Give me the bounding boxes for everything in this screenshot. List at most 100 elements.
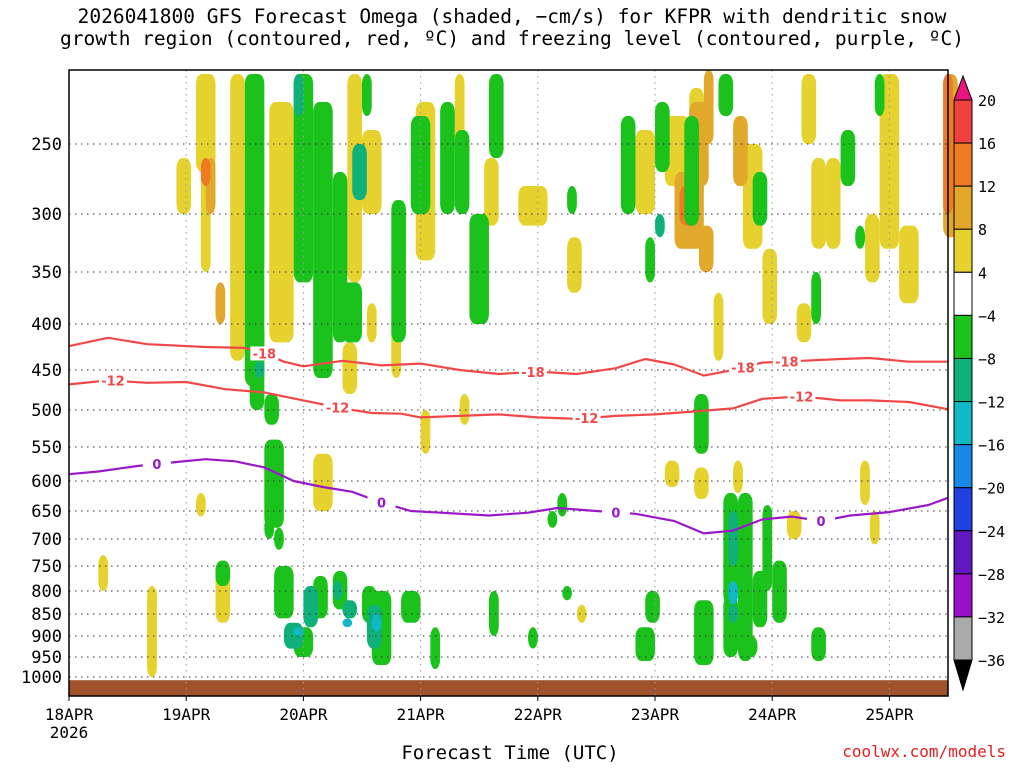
colorbar-bottom-arrow bbox=[953, 659, 973, 692]
omega-cell bbox=[811, 158, 826, 249]
contour-label: 0 bbox=[377, 497, 386, 512]
contour-label-bg bbox=[787, 389, 816, 404]
omega-cell bbox=[518, 186, 548, 226]
colorbar-box bbox=[953, 444, 973, 489]
contour-label: 0 bbox=[817, 515, 826, 530]
x-tick-label: 24APR bbox=[748, 705, 797, 724]
omega-cell bbox=[567, 186, 577, 214]
x-tick-label: 20APR bbox=[279, 705, 328, 724]
omega-shading-layer bbox=[98, 70, 958, 677]
omega-cell bbox=[718, 74, 734, 116]
omega-cell bbox=[313, 102, 333, 378]
colorbar-box bbox=[953, 530, 973, 575]
omega-cell bbox=[274, 527, 284, 550]
plot-frame bbox=[68, 69, 949, 697]
contour-label: -12 bbox=[101, 375, 125, 390]
colorbar-box bbox=[953, 99, 973, 144]
omega-cell bbox=[352, 144, 367, 200]
y-axis: 2503003504004505005506006507007508008509… bbox=[21, 135, 62, 688]
colorbar-box bbox=[953, 573, 973, 618]
omega-cell bbox=[869, 511, 880, 545]
colorbar-label: −4 bbox=[978, 307, 996, 325]
contour-label-bg bbox=[728, 360, 757, 375]
y-tick-label: 450 bbox=[31, 361, 62, 381]
omega-cell bbox=[684, 116, 699, 226]
omega-cell bbox=[391, 200, 406, 343]
omega-cell bbox=[762, 505, 773, 591]
omega-cell bbox=[620, 116, 636, 214]
omega-cell bbox=[293, 627, 304, 636]
omega-cell bbox=[855, 225, 865, 249]
omega-cell bbox=[98, 555, 109, 591]
omega-cell bbox=[576, 604, 587, 623]
omega-cell bbox=[645, 591, 660, 623]
contour-label: -12 bbox=[790, 390, 814, 405]
colorbar-box bbox=[953, 401, 973, 446]
omega-cell bbox=[362, 130, 382, 214]
omega-cell bbox=[801, 74, 817, 144]
y-tick-label: 900 bbox=[31, 627, 62, 647]
colorbar-label: −32 bbox=[978, 609, 1005, 627]
omega-cell bbox=[694, 467, 709, 499]
omega-cell bbox=[366, 303, 377, 343]
colorbar-label: −16 bbox=[978, 437, 1005, 455]
omega-cell bbox=[635, 627, 655, 661]
omega-cell bbox=[698, 225, 714, 272]
omega-cell bbox=[332, 581, 343, 601]
omega-cell bbox=[655, 102, 670, 172]
omega-cell bbox=[713, 292, 724, 361]
omega-cell bbox=[635, 130, 655, 214]
omega-cell bbox=[264, 439, 284, 528]
contour-label: 0 bbox=[611, 506, 620, 521]
omega-cell bbox=[860, 460, 870, 505]
omega-cell bbox=[796, 303, 812, 343]
contour-label-bg bbox=[772, 354, 801, 369]
omega-cell bbox=[342, 618, 353, 628]
omega-cell bbox=[811, 627, 826, 661]
omega-cell bbox=[645, 237, 655, 283]
x-tick-label: 19APR bbox=[162, 705, 211, 724]
contour-label: -18 bbox=[731, 362, 755, 377]
omega-cell bbox=[454, 130, 470, 214]
colorbar-label: 8 bbox=[978, 221, 987, 239]
x-axis-title: Forecast Time (UTC) bbox=[401, 742, 619, 764]
y-tick-label: 800 bbox=[31, 582, 62, 602]
omega-cell bbox=[567, 237, 582, 293]
x-year-label: 2026 bbox=[50, 723, 89, 742]
y-tick-label: 300 bbox=[31, 205, 62, 225]
contour-label-bg bbox=[142, 457, 171, 471]
omega-cell bbox=[825, 158, 841, 249]
omega-cell bbox=[362, 74, 372, 116]
omega-cell bbox=[410, 116, 431, 214]
omega-cell bbox=[528, 627, 538, 649]
colorbar-label: 16 bbox=[978, 135, 996, 153]
omega-cell bbox=[484, 158, 499, 226]
contour-line bbox=[68, 458, 949, 535]
omega-cell bbox=[694, 394, 709, 454]
omega-cell bbox=[342, 600, 358, 619]
y-tick-label: 700 bbox=[31, 530, 62, 550]
contour-lines: -18 -18 -18 -18 -12 -12 -12 -12 0 0 0 0 bbox=[68, 336, 949, 535]
omega-cell bbox=[215, 282, 226, 324]
y-tick-label: 250 bbox=[31, 135, 62, 155]
omega-cell bbox=[562, 586, 572, 601]
colorbar-label: 20 bbox=[978, 92, 996, 110]
contour-line bbox=[68, 336, 948, 377]
omega-cell bbox=[342, 342, 358, 394]
contour-label-bg bbox=[572, 411, 601, 426]
colorbar-box bbox=[953, 314, 973, 359]
x-tick-label: 18APR bbox=[45, 705, 94, 724]
omega-cell bbox=[864, 214, 880, 283]
omega-cell bbox=[176, 158, 192, 214]
omega-cell bbox=[547, 511, 558, 528]
gridlines bbox=[68, 70, 948, 696]
omega-cell bbox=[147, 586, 157, 677]
omega-cell bbox=[215, 560, 231, 586]
omega-cell bbox=[303, 586, 319, 628]
contour-label-bg bbox=[807, 514, 836, 529]
colorbar-label: −24 bbox=[978, 523, 1005, 541]
omega-cell bbox=[200, 158, 211, 186]
omega-cell bbox=[230, 74, 245, 361]
y-tick-label: 350 bbox=[31, 263, 62, 283]
